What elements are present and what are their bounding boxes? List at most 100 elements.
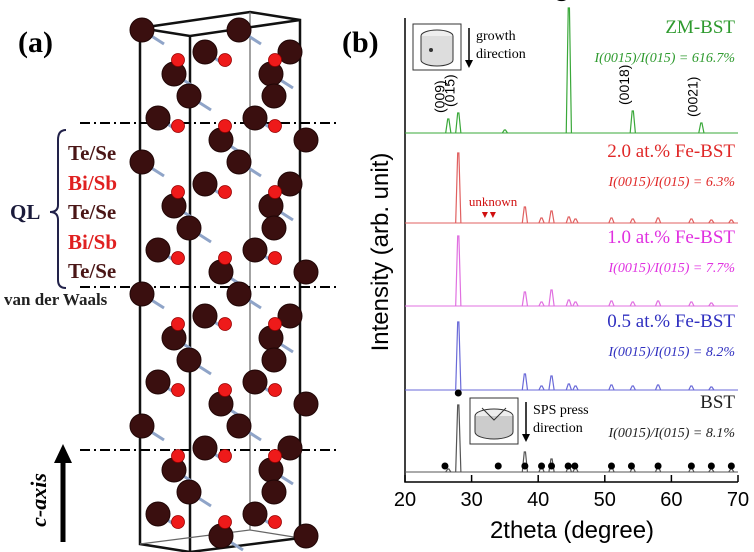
x-axis-title: 2theta (degree) (490, 517, 654, 544)
atom-te (177, 348, 201, 372)
reference-dot (495, 463, 502, 470)
peak-label: (0015) (552, 0, 568, 2)
peak (630, 111, 635, 133)
atom-te (262, 348, 286, 372)
peak (549, 211, 554, 223)
x-tick-label: 20 (394, 489, 416, 511)
atom-bi (269, 120, 282, 133)
inset-text: growth (476, 29, 516, 44)
y-axis-title: Intensity (arb. unit) (367, 153, 394, 352)
unknown-marker (490, 212, 496, 218)
atom-te (243, 502, 267, 526)
peak (549, 376, 554, 390)
ratio-label: I(0015)/I(015) = 6.3% (608, 175, 735, 190)
figure: (a) Te/Se Bi/Sb Te/Se Bi/Sb Te/Se QL van… (0, 0, 754, 552)
atom-bi (172, 318, 185, 331)
reference-dot (565, 463, 572, 470)
atom-te (243, 238, 267, 262)
atom-bi (269, 516, 282, 529)
inset-shape (429, 48, 433, 52)
atom-te (262, 216, 286, 240)
atom-te (262, 480, 286, 504)
peak (539, 386, 544, 390)
reference-dot (728, 463, 735, 470)
atom-te (130, 18, 154, 42)
peak (609, 301, 614, 306)
atom-te (227, 414, 251, 438)
atom-te (177, 84, 201, 108)
peak (566, 217, 571, 223)
reference-dot (655, 463, 662, 470)
peak (573, 219, 578, 223)
series-name: BST (700, 392, 735, 413)
atom-te (146, 106, 170, 130)
atom-te (193, 436, 217, 460)
atom-te (243, 370, 267, 394)
atom-te (294, 392, 318, 416)
atom-te (130, 150, 154, 174)
atom-bi (269, 318, 282, 331)
layer-label: Bi/Sb (68, 230, 117, 254)
x-tick-label: 30 (460, 489, 482, 511)
series-name: 1.0 at.% Fe-BST (607, 227, 735, 248)
inset-text: SPS press (533, 403, 589, 418)
peak-label: (015) (441, 74, 457, 107)
ratio-label: I(0015)/I(015) = 8.1% (608, 426, 735, 441)
atom-bi (172, 516, 185, 529)
peak (573, 302, 578, 306)
atom-bi (172, 450, 185, 463)
atom-bi (172, 252, 185, 265)
atom-te (193, 172, 217, 196)
atom-bi (219, 54, 232, 67)
inset-shape (421, 36, 453, 66)
plot: 203040506070(009)(015)(0015)(0018)(0021)… (394, 0, 749, 511)
atom-te (227, 18, 251, 42)
reference-dot (455, 390, 462, 397)
peak (655, 218, 660, 223)
atom-te (130, 282, 154, 306)
ratio-label: I(0015)/I(015) = 7.7% (608, 261, 735, 276)
atom-te (262, 84, 286, 108)
atom-te (146, 370, 170, 394)
peak-label: (0021) (684, 77, 700, 117)
ql-bracket (50, 130, 66, 288)
layer-label: Te/Se (68, 200, 116, 224)
peak (689, 302, 694, 306)
inset-arrow-head (465, 60, 473, 68)
peak (689, 386, 694, 390)
unknown-marker (482, 212, 488, 218)
peak (456, 153, 461, 223)
atom-te (294, 128, 318, 152)
peak (549, 290, 554, 306)
peak (522, 207, 527, 223)
atom-bi (269, 186, 282, 199)
atom-te (243, 106, 267, 130)
peak (655, 301, 660, 306)
unknown-label: unknown (469, 194, 518, 209)
reference-dot (608, 463, 615, 470)
series-name: 2.0 at.% Fe-BST (607, 141, 735, 162)
inset-text: direction (476, 47, 526, 62)
peak (630, 386, 635, 390)
reference-dot (538, 463, 545, 470)
atom-te (193, 40, 217, 64)
series-name: ZM-BST (665, 17, 735, 38)
atom-bi (219, 186, 232, 199)
atom-te (177, 480, 201, 504)
atom-bi (172, 186, 185, 199)
atom-bi (219, 120, 232, 133)
ratio-label: I(0015)/I(015) = 616.7% (594, 51, 735, 66)
peak (539, 302, 544, 306)
series-name: 0.5 at.% Fe-BST (607, 311, 735, 332)
atom-bi (219, 252, 232, 265)
atom-bi (269, 384, 282, 397)
atom-bi (172, 384, 185, 397)
vdw-label: van der Waals (4, 290, 108, 309)
peak (456, 322, 461, 390)
reference-dot (628, 463, 635, 470)
atom-bi (219, 516, 232, 529)
atom-bi (219, 450, 232, 463)
x-tick-label: 50 (594, 489, 616, 511)
atom-bi (172, 120, 185, 133)
peak (456, 236, 461, 306)
